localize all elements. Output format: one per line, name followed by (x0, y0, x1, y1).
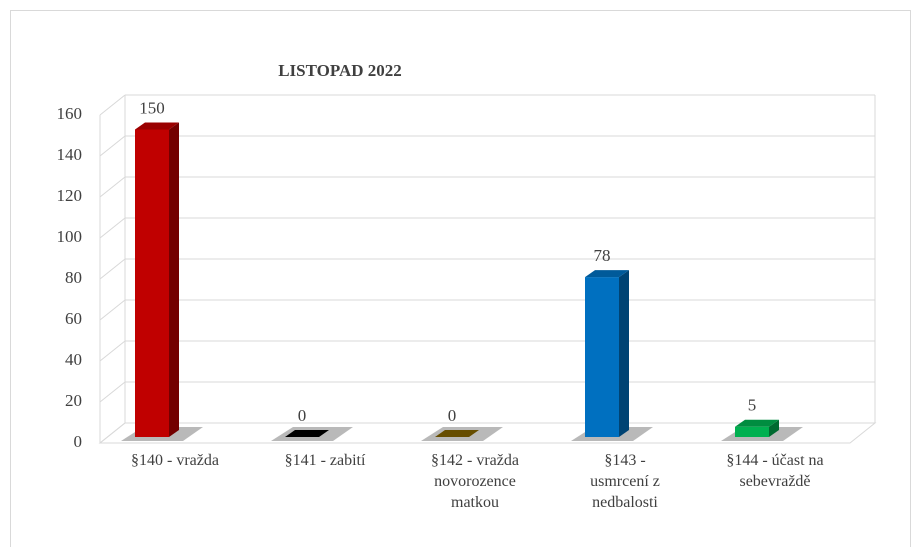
side-grid-line (99, 94, 126, 116)
data-label: 5 (748, 396, 757, 415)
bar-side (769, 419, 779, 437)
bar (135, 129, 169, 437)
x-tick-label: §142 - vražda novorozence matkou (431, 452, 519, 511)
x-tick-label: §144 - účast na sebevraždě (726, 452, 824, 490)
side-grid-line (99, 340, 126, 362)
bar-top (735, 419, 779, 427)
bar (735, 426, 769, 437)
chart-title: LISTOPAD 2022 (278, 61, 402, 80)
y-tick-label: 40 (65, 350, 82, 369)
bar-top (585, 270, 629, 278)
data-label: 150 (139, 98, 165, 117)
y-tick-label: 100 (57, 227, 83, 246)
side-grid-line (99, 135, 126, 157)
side-grid-line (99, 217, 126, 239)
bar-top (435, 430, 479, 437)
x-tick-label: §141 - zabití (284, 452, 366, 469)
bar-side (169, 122, 179, 437)
y-tick-label: 140 (57, 145, 83, 164)
data-label: 0 (448, 406, 457, 425)
bar-top (285, 430, 329, 437)
data-label: 0 (298, 406, 307, 425)
y-tick-label: 60 (65, 309, 82, 328)
bar (585, 277, 619, 437)
side-grid-line (99, 381, 126, 403)
y-tick-label: 20 (65, 391, 82, 410)
side-grid-line (99, 422, 126, 444)
side-grid-line (99, 258, 126, 280)
data-label: 78 (594, 246, 611, 265)
x-tick-label: §140 - vražda (131, 452, 219, 469)
y-tick-label: 120 (57, 186, 83, 205)
bar-top (135, 122, 179, 130)
side-grid-line (99, 176, 126, 198)
y-tick-label: 160 (57, 104, 83, 123)
x-tick-label: §143 - usmrcení z nedbalosti (590, 452, 660, 511)
side-grid-line (99, 299, 126, 321)
bar-side (619, 270, 629, 437)
y-tick-label: 0 (74, 432, 83, 451)
y-tick-label: 80 (65, 268, 82, 287)
